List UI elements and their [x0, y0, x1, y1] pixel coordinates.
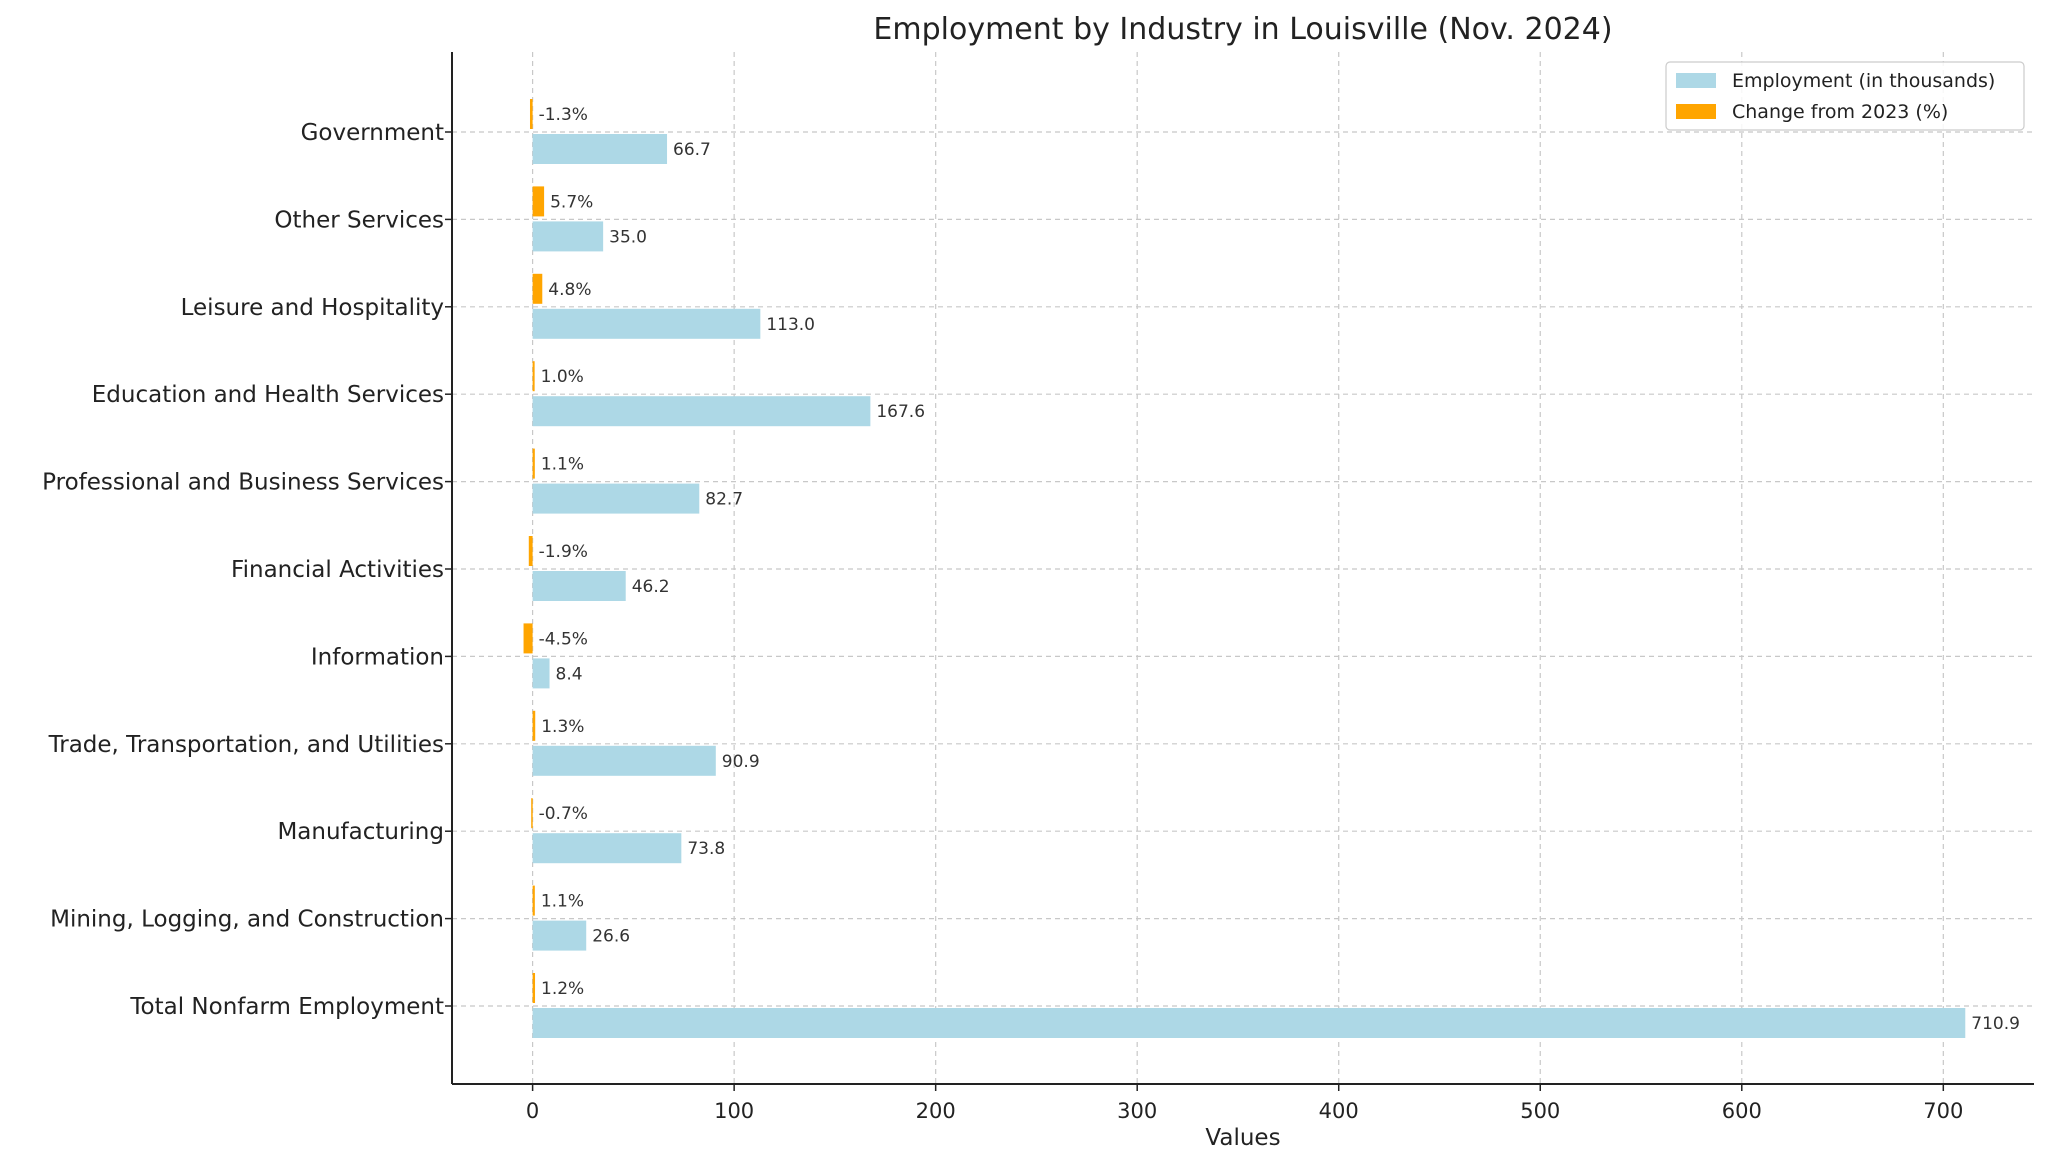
data-labels: 710.9 1.2% 26.6 1.1% 73.8 -0.7% 90.9 1.3% 8.4 -4.… — [539, 105, 2020, 1034]
employment-bar — [532, 658, 550, 689]
legend[interactable]: Employment (in thousands) Change from 202… — [1665, 61, 2025, 131]
change-value-label: 1.2% — [541, 979, 584, 999]
change-bar — [532, 361, 535, 392]
legend-entry-label[interactable]: Change from 2023 (%) — [1732, 101, 1948, 123]
category-label: Other Services — [274, 207, 444, 233]
x-axis-ticks: 0 100 200 300 400 500 600 700 — [526, 1084, 1963, 1123]
chart-title: Employment by Industry in Louisville (No… — [873, 12, 1612, 47]
x-tick-label: 0 — [526, 1099, 539, 1123]
change-value-label: 1.1% — [541, 455, 584, 475]
employment-bar — [532, 571, 626, 601]
employment-value-label: 82.7 — [705, 490, 743, 510]
legend-box — [1665, 61, 2025, 131]
change-bar — [529, 99, 533, 129]
change-value-label: -1.9% — [539, 542, 588, 562]
category-label: Manufacturing — [277, 819, 444, 845]
employment-value-label: 46.2 — [632, 577, 670, 597]
change-bar — [532, 885, 535, 916]
y-axis-categories: Total Nonfarm Employment Mining, Logging,… — [42, 120, 452, 1020]
x-tick-label: 200 — [916, 1099, 956, 1123]
employment-value-label: 8.4 — [556, 664, 583, 684]
employment-value-label: 113.0 — [766, 315, 815, 335]
change-bar — [532, 710, 536, 741]
x-tick-label: 700 — [1923, 1099, 1963, 1123]
change-value-label: 1.1% — [541, 892, 584, 912]
legend-entry-label[interactable]: Employment (in thousands) — [1732, 70, 1995, 92]
change-bar — [532, 186, 545, 217]
change-value-label: 5.7% — [550, 192, 593, 212]
grid-lines — [452, 52, 2034, 1084]
employment-value-label: 26.6 — [592, 927, 630, 947]
employment-bar — [532, 833, 682, 864]
axes — [451, 52, 2034, 1085]
category-label: Financial Activities — [231, 557, 444, 583]
employment-bar — [532, 221, 604, 252]
employment-value-label: 90.9 — [722, 752, 760, 772]
change-value-label: -0.7% — [539, 804, 588, 824]
employment-bar — [532, 1008, 1966, 1038]
x-tick-label: 400 — [1319, 1099, 1359, 1123]
x-tick-label: 300 — [1117, 1099, 1157, 1123]
change-bar — [532, 448, 535, 479]
change-value-label: 1.3% — [541, 717, 584, 737]
bars — [523, 99, 1966, 1038]
x-tick-label: 100 — [714, 1099, 754, 1123]
employment-bar — [532, 396, 871, 427]
employment-value-label: 710.9 — [1971, 1014, 2020, 1034]
legend-swatch[interactable] — [1676, 73, 1716, 88]
category-label: Information — [311, 644, 444, 670]
employment-bar — [532, 483, 700, 514]
employment-value-label: 35.0 — [609, 227, 647, 247]
x-tick-label: 600 — [1722, 1099, 1762, 1123]
employment-bar — [532, 745, 716, 776]
change-bar — [528, 536, 533, 566]
employment-value-label: 66.7 — [673, 140, 711, 160]
change-bar — [531, 798, 533, 829]
change-value-label: 1.0% — [541, 367, 584, 387]
employment-bar — [532, 134, 668, 164]
change-value-label: -1.3% — [539, 105, 588, 125]
category-label: Leisure and Hospitality — [181, 295, 444, 321]
change-value-label: -4.5% — [539, 629, 588, 649]
x-tick-label: 500 — [1520, 1099, 1560, 1123]
category-label: Professional and Business Services — [42, 470, 444, 496]
category-label: Mining, Logging, and Construction — [50, 907, 444, 933]
employment-bar — [532, 920, 587, 951]
change-bar — [532, 273, 543, 304]
category-label: Trade, Transportation, and Utilities — [48, 732, 444, 758]
x-axis-title: Values — [1205, 1125, 1280, 1151]
change-bar — [532, 973, 536, 1003]
legend-swatch[interactable] — [1676, 104, 1716, 119]
change-value-label: 4.8% — [548, 280, 591, 300]
category-label: Total Nonfarm Employment — [129, 994, 444, 1020]
employment-value-label: 73.8 — [687, 839, 725, 859]
change-bar — [523, 623, 533, 654]
employment-bar — [532, 308, 761, 339]
employment-value-label: 167.6 — [876, 402, 925, 422]
category-label: Government — [301, 120, 444, 146]
category-label: Education and Health Services — [92, 382, 444, 408]
